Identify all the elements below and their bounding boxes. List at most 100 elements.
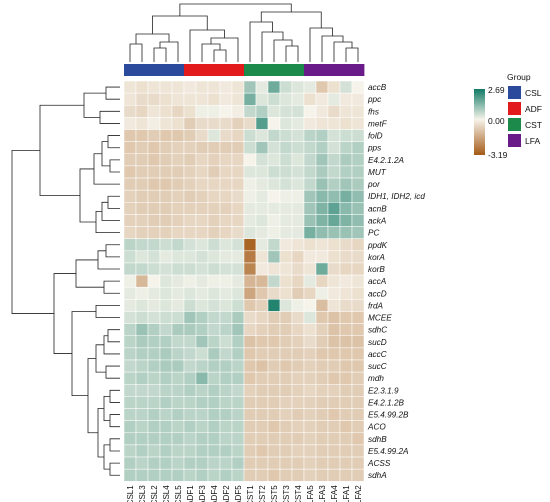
heatmap-cell	[159, 262, 173, 276]
heatmap-cell	[183, 226, 197, 239]
heatmap-cell	[243, 202, 257, 215]
row-label: folD	[368, 132, 383, 141]
heatmap-cell	[207, 202, 221, 215]
heatmap-cell	[291, 141, 305, 155]
heatmap-cell	[147, 371, 161, 385]
heatmap-cell	[219, 444, 233, 458]
heatmap-cell	[243, 238, 257, 252]
heatmap-cell	[219, 371, 233, 385]
heatmap-cell	[231, 214, 245, 227]
heatmap-cell	[279, 80, 293, 94]
heatmap-cell	[243, 299, 257, 312]
heatmap-cell	[267, 468, 281, 482]
heatmap-cell	[291, 177, 305, 191]
heatmap-cell	[267, 80, 281, 94]
heatmap-cell	[171, 214, 185, 227]
dendrogram-branch	[129, 43, 143, 62]
heatmap-cell	[351, 432, 365, 446]
heatmap-cell	[123, 262, 137, 276]
heatmap-cell	[339, 420, 353, 434]
row-label: ACO	[367, 423, 386, 432]
heatmap-cell	[171, 408, 185, 421]
heatmap-cell	[279, 153, 293, 167]
heatmap-cell	[267, 408, 281, 421]
heatmap-cell	[207, 396, 221, 409]
heatmap-cell	[231, 274, 245, 288]
heatmap-cell	[267, 420, 281, 434]
heatmap-cell	[123, 214, 137, 227]
heatmap-cell	[195, 456, 209, 470]
heatmap-cell	[279, 323, 293, 336]
dendrogram-branch	[109, 438, 120, 452]
heatmap-cell	[123, 177, 137, 191]
heatmap-cell	[291, 250, 305, 264]
dendrogram-branch	[321, 35, 344, 62]
heatmap-cell	[351, 189, 365, 203]
column-label: LFA1	[342, 485, 351, 502]
heatmap-cell	[267, 311, 281, 324]
heatmap-cell	[303, 214, 317, 227]
heatmap-cell	[267, 335, 281, 349]
heatmap-cell	[315, 129, 329, 142]
heatmap-cell	[159, 299, 173, 312]
heatmap-cell	[327, 117, 341, 130]
dendrogram-branch	[83, 92, 106, 118]
heatmap-cell	[183, 177, 197, 191]
dendrogram-branch	[107, 329, 120, 343]
heatmap-cell	[195, 177, 209, 191]
heatmap-cell	[243, 214, 257, 227]
group-legend-swatch	[508, 102, 521, 115]
heatmap-cell	[195, 384, 209, 397]
dendrogram-branch	[159, 41, 179, 62]
heatmap-cell	[159, 92, 173, 106]
heatmap-cell	[339, 468, 353, 482]
heatmap-cell	[147, 238, 161, 252]
dendrogram-branch	[105, 244, 120, 258]
row-label: korB	[368, 265, 385, 274]
heatmap-cell	[255, 468, 269, 482]
heatmap-cell	[159, 238, 173, 252]
heatmap-cell	[135, 432, 149, 446]
heatmap-cell	[267, 165, 281, 179]
heatmap-cell	[291, 92, 305, 106]
heatmap-cell	[219, 311, 233, 324]
heatmap-cell	[123, 347, 137, 361]
heatmap-cell	[339, 80, 353, 94]
heatmap-cell	[123, 274, 137, 288]
heatmap-cell	[327, 262, 341, 276]
heatmap-cell	[291, 468, 305, 482]
heatmap-cell	[183, 165, 197, 179]
heatmap-cell	[315, 189, 329, 203]
heatmap-cell	[315, 420, 329, 434]
heatmap-cell	[171, 226, 185, 239]
heatmap-cell	[171, 323, 185, 336]
heatmap-cell	[351, 311, 365, 324]
heatmap-cell	[243, 444, 257, 458]
group-bar-cell	[124, 64, 137, 76]
group-bar-cell	[172, 64, 185, 76]
heatmap-cell	[171, 299, 185, 312]
heatmap-cell	[219, 262, 233, 276]
heatmap-cell	[123, 129, 137, 142]
heatmap-cell	[303, 299, 317, 312]
heatmap-cell	[279, 226, 293, 239]
heatmap-cell	[243, 359, 257, 373]
heatmap-cell	[339, 396, 353, 409]
heatmap-cell	[255, 335, 269, 349]
heatmap-cell	[207, 129, 221, 142]
group-bar-cell	[340, 64, 353, 76]
heatmap-cell	[123, 92, 137, 106]
heatmap-cell	[303, 371, 317, 385]
heatmap-cell	[147, 141, 161, 155]
heatmap-cell	[147, 165, 161, 179]
heatmap-cell	[147, 250, 161, 264]
heatmap-cell	[231, 226, 245, 239]
heatmap-cell	[339, 92, 353, 106]
heatmap-cell	[267, 177, 281, 191]
heatmap-cell	[183, 420, 197, 434]
heatmap-cell	[147, 311, 161, 324]
heatmap-cell	[267, 384, 281, 397]
heatmap-cell	[267, 153, 281, 167]
heatmap-cell	[339, 274, 353, 288]
heatmap-cell	[219, 141, 233, 155]
